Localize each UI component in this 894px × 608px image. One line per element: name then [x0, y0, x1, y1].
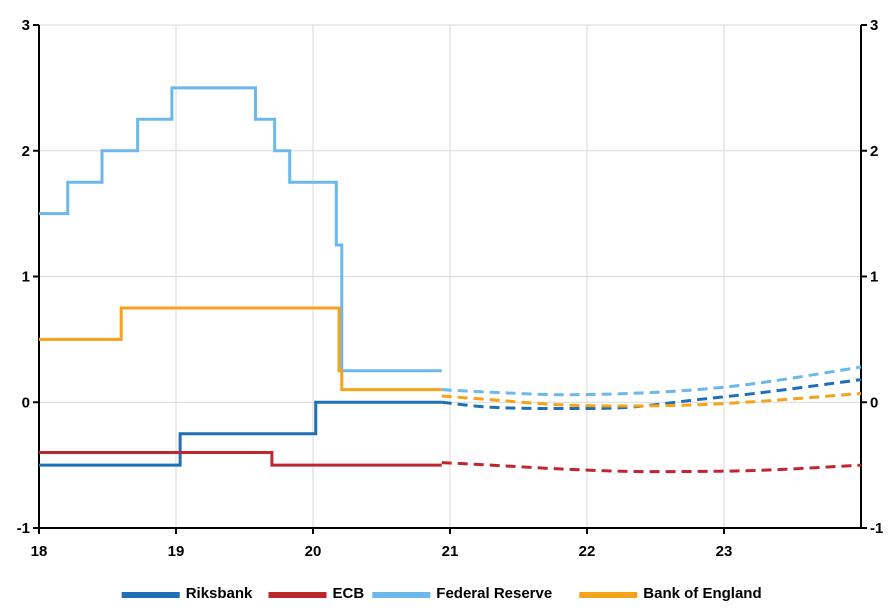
x-tick-label: 21 — [442, 543, 459, 560]
x-tick-label: 23 — [716, 543, 733, 560]
legend-item-riksbank: Riksbank — [121, 585, 253, 602]
legend-swatch — [579, 592, 638, 598]
legend-label: Riksbank — [186, 585, 253, 602]
federal-reserve-outcome-line — [39, 86, 442, 373]
x-tick-label: 22 — [579, 543, 596, 560]
ecb-outcome-line — [39, 451, 442, 467]
series-lines — [39, 86, 862, 474]
y-tick-label-right: 0 — [870, 394, 878, 411]
legend-item-federal-reserve: Federal Reserve — [372, 585, 552, 602]
x-tick-label: 18 — [31, 543, 48, 560]
x-tick-label: 20 — [305, 543, 322, 560]
legend: Riksbank ECB Federal Reserve Bank of Englan… — [121, 585, 762, 602]
riksbank-outcome-line — [39, 400, 442, 467]
legend-label: ECB — [333, 585, 365, 602]
legend-label: Federal Reserve — [436, 585, 552, 602]
y-tick-label-right: 3 — [870, 17, 878, 34]
legend-label: Bank of England — [643, 585, 761, 602]
axes — [33, 24, 867, 534]
legend-swatch — [268, 592, 327, 598]
gridlines — [39, 24, 861, 528]
legend-item-bank-of-england: Bank of England — [579, 585, 762, 602]
legend-swatch — [372, 592, 431, 598]
x-tick-label: 19 — [168, 543, 185, 560]
y-tick-label-left: 3 — [22, 17, 30, 34]
federal-reserve-forecast-line — [441, 365, 862, 397]
ecb-forecast-line — [441, 461, 862, 474]
bank-of-england-outcome-line — [39, 306, 442, 392]
y-tick-label-right: 2 — [870, 143, 878, 160]
y-tick-label-right: -1 — [870, 520, 883, 537]
legend-item-ecb: ECB — [268, 585, 365, 602]
legend-swatch — [121, 592, 180, 598]
y-tick-label-left: 2 — [22, 143, 30, 160]
riksbank-forecast-line — [441, 378, 862, 411]
bank-of-england-forecast-line — [441, 391, 862, 408]
y-tick-label-right: 1 — [870, 269, 878, 286]
y-tick-label-left: -1 — [17, 520, 30, 537]
y-tick-label-left: 1 — [22, 269, 30, 286]
tick-labels: -1 -10 01 12 23 318 19 20 21 22 23 — [17, 17, 884, 560]
y-tick-label-left: 0 — [22, 394, 30, 411]
